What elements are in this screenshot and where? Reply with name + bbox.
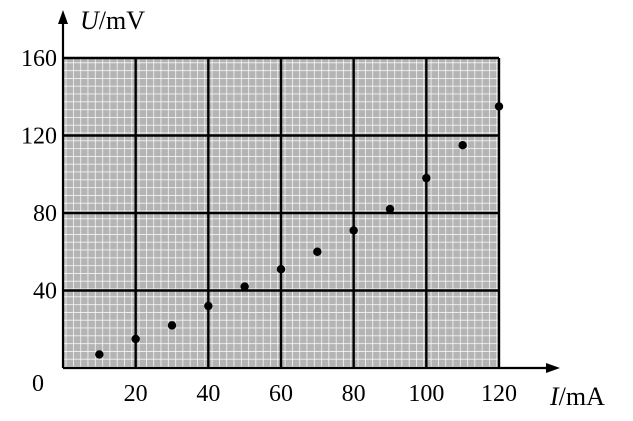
y-axis-var: U	[80, 6, 101, 35]
x-tick-label: 120	[481, 381, 517, 407]
x-axis-arrow-icon	[546, 363, 560, 373]
data-point	[458, 140, 467, 150]
x-tick-label: 40	[196, 381, 220, 407]
y-axis-unit: /mV	[99, 6, 145, 35]
data-point	[349, 226, 358, 235]
axes	[58, 10, 560, 373]
major-gridlines	[63, 56, 501, 368]
data-point	[313, 247, 322, 256]
x-axis-label: I/mA	[549, 382, 605, 411]
y-axis-label: U/mV	[80, 6, 145, 35]
origin-label: 0	[32, 371, 44, 397]
x-axis-unit: /mA	[559, 382, 605, 411]
data-point	[385, 204, 395, 214]
x-tick-label: 80	[342, 381, 366, 407]
data-point	[276, 264, 286, 274]
x-tick-label: 100	[408, 381, 444, 407]
data-point	[167, 321, 177, 330]
x-axis-var: I	[549, 382, 560, 411]
y-axis-arrow-icon	[58, 10, 68, 24]
y-tick-label: 160	[21, 46, 57, 72]
data-point	[204, 301, 213, 311]
y-tick-label: 120	[21, 124, 57, 150]
x-tick-label: 20	[124, 381, 148, 407]
data-point	[494, 102, 504, 111]
data-point	[131, 334, 140, 344]
x-tick-label: 60	[269, 381, 293, 407]
data-points	[95, 102, 504, 359]
y-tick-label: 40	[33, 279, 57, 305]
data-point	[422, 173, 431, 183]
data-point	[95, 350, 104, 359]
y-tick-label: 80	[33, 201, 57, 227]
data-point	[240, 282, 249, 291]
tick-labels: 20 40 60 80 100 120 40 80 120 160	[21, 46, 517, 407]
